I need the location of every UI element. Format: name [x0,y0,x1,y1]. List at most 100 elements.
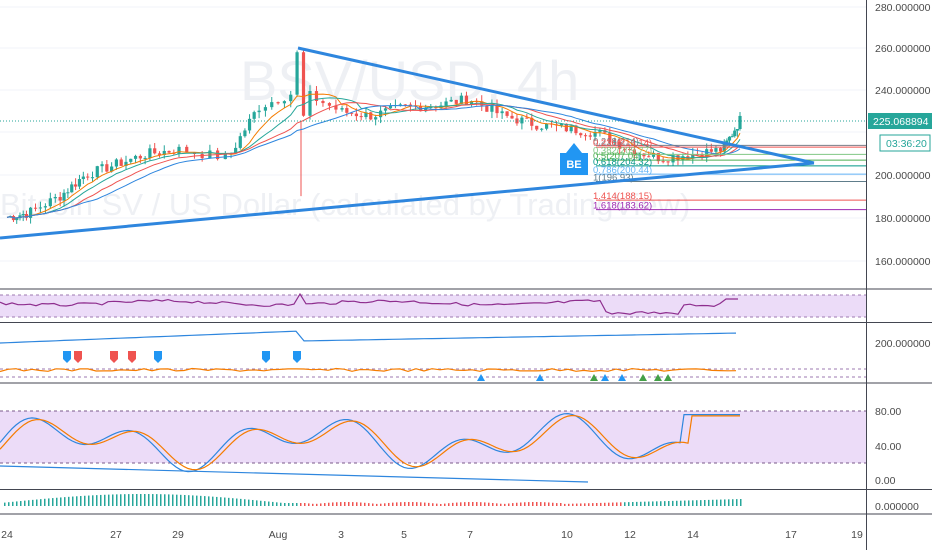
price-pane[interactable]: BSV/USD, 4h Bitcoin SV / US Dollar (calc… [0,0,866,288]
histogram-bar [312,503,314,506]
histogram-bar [168,494,170,506]
histogram-bar [44,498,46,506]
candle [334,105,338,110]
candle [403,104,407,106]
histogram-bar [12,501,14,506]
stoch-axis[interactable]: 80.00 40.00 0.00 [875,406,901,487]
candle [208,150,212,159]
price-tick: 280.000000 [875,2,931,14]
stoch-divergence-line[interactable] [0,465,589,483]
histogram-bars [4,494,742,506]
histogram-bar [288,503,290,506]
indicator-line [0,330,737,344]
moving-averages [6,93,741,219]
candle [718,148,723,152]
histogram-bar [108,494,110,506]
histogram-bar [376,503,378,506]
time-label: 27 [110,529,122,541]
histogram-bar [156,494,158,506]
indicator-pane[interactable] [0,324,866,382]
candle [505,111,509,116]
histogram-bar [452,502,454,506]
svg-text:03:36:20: 03:36:20 [886,138,927,150]
fib-level-label: 0.236(213.14) [593,138,652,149]
histogram-axis[interactable]: 0.000000 [875,501,919,513]
candle [234,147,238,154]
histogram-bar [608,502,610,506]
time-label: 12 [624,529,636,541]
histogram-bar [532,502,534,506]
histogram-bar [88,495,90,506]
histogram-bar [672,500,674,506]
histogram-bar [432,503,434,506]
time-label: 19 [851,529,863,541]
be-badge[interactable]: BE [560,143,588,175]
buy-signal-marker [477,374,485,381]
histogram-bar [360,502,362,506]
histogram-bar [632,502,634,506]
histogram-bar [84,495,86,506]
histogram-bar [64,497,66,506]
histogram-bar [248,499,250,506]
price-axis[interactable]: 280.000000 260.000000 240.000000 200.000… [868,2,932,268]
histogram-bar [380,503,382,506]
candle [666,161,670,163]
trendline-lower[interactable] [0,161,815,240]
trendline-upper[interactable] [297,46,815,165]
histogram-bar [332,502,334,506]
histogram-bar [388,502,390,506]
fib-level-label: 0.5(207.04) [593,151,642,162]
time-label: Aug [269,529,288,541]
histogram-bar [80,496,82,506]
histogram-bar [680,500,682,506]
histogram-bar [528,502,530,506]
buy-signal-marker [601,374,609,381]
sell-signal-marker [293,351,301,363]
candle [671,155,675,163]
candle [642,153,646,157]
indicator-signal-line [0,367,737,373]
candle [48,198,52,207]
candle [148,148,152,158]
histogram-bar [480,502,482,506]
candle [243,130,247,137]
candle [656,152,660,162]
histogram-bar [728,499,730,506]
histogram-bar [484,502,486,506]
candle [223,153,227,160]
histogram-bar [176,494,178,506]
histogram-bar [92,495,94,506]
indicator-axis[interactable]: 200.000000 [875,338,931,350]
histogram-bar [4,502,6,506]
histogram-bar [164,494,166,506]
rsi-pane[interactable] [0,290,866,321]
histogram-bar [416,502,418,506]
histogram-bar [460,502,462,506]
histogram-bar [60,497,62,506]
histogram-bar [220,497,222,506]
time-label: 5 [401,529,407,541]
histogram-bar [200,495,202,506]
candle [81,176,85,180]
candle [608,132,612,143]
stoch-pane[interactable] [0,384,866,488]
histogram-bar [612,502,614,506]
fib-level-label: 0.382(209.77) [593,145,652,156]
histogram-bar [668,501,670,506]
candle [449,99,453,102]
histogram-bar [524,502,526,506]
histogram-bar [364,502,366,506]
candle [738,115,742,130]
histogram-bar [476,502,478,506]
time-axis[interactable]: 24 27 29 Aug 3 5 7 10 12 14 17 19 [1,529,863,541]
candle [270,102,274,108]
candle [301,52,306,116]
histogram-bar [328,502,330,506]
histogram-bar [644,501,646,506]
histogram-pane[interactable] [0,491,866,513]
time-label: 17 [785,529,797,541]
indicator-tick: 200.000000 [875,338,931,350]
rsi-line [0,292,738,315]
candle [485,105,489,112]
